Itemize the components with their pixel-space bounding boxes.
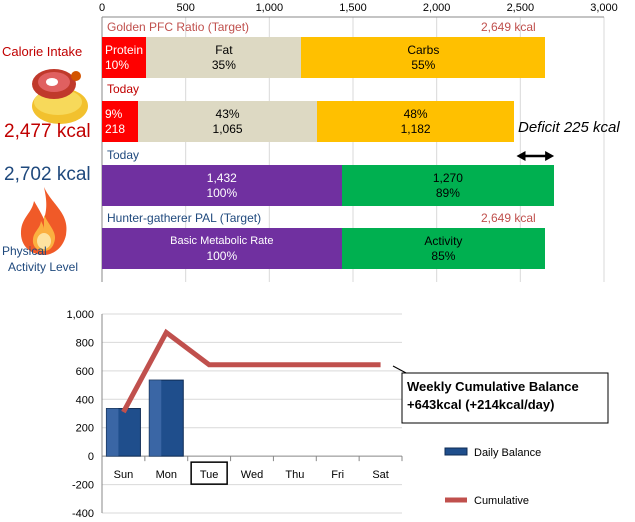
top-tick-label: 1,500 <box>339 2 367 14</box>
segment-text: 100% <box>206 248 238 263</box>
top-tick-label: 0 <box>98 2 106 14</box>
daily-balance-bar <box>148 379 184 457</box>
segment-text: 100% <box>206 185 238 200</box>
annotation-text: +643kcal (+214kcal/day) <box>407 397 554 412</box>
y-tick-label: 1,000 <box>66 309 94 321</box>
segment-text: 55% <box>411 57 436 72</box>
segment-text: 1,065 <box>212 121 243 136</box>
row-label: Hunter-gatherer PAL (Target) <box>107 211 262 225</box>
y-tick-label: -200 <box>72 480 94 492</box>
row-label: Golden PFC Ratio (Target) <box>107 20 250 34</box>
segment-text: 85% <box>431 248 456 263</box>
x-category-label: Tue <box>200 469 219 481</box>
segment-text: Carbs <box>407 42 440 57</box>
legend-label: Daily Balance <box>474 447 541 459</box>
bar-segment: Fat 35% <box>146 37 302 78</box>
bar-segment: 1,432 100% <box>102 165 342 206</box>
segment-text: 1,182 <box>400 121 431 136</box>
bar-segment: 9% 218 <box>102 101 139 142</box>
segment-text: 218 <box>105 121 126 136</box>
segment-text: 35% <box>211 57 236 72</box>
segment-text: 10% <box>105 57 130 72</box>
legend-swatch-bar <box>444 447 468 456</box>
calorie-intake-label: Calorie Intake <box>2 44 83 59</box>
bar-segment: 43% 1,065 <box>138 101 317 142</box>
segment-text: 1,270 <box>432 170 463 185</box>
legend-label: Cumulative <box>474 495 529 507</box>
bar-segment: Carbs 55% <box>301 37 546 78</box>
top-tick-label: 1,000 <box>255 2 284 14</box>
x-category-label: Mon <box>156 469 177 481</box>
segment-text: 89% <box>435 185 460 200</box>
segment-text: 43% <box>215 106 240 121</box>
activity-label-2: Activity Level <box>8 260 79 274</box>
y-tick-label: 200 <box>76 423 94 435</box>
bar-highlight <box>149 380 162 457</box>
row-total-label: 2,649 kcal <box>481 20 536 34</box>
segment-text: Fat <box>215 42 233 57</box>
annotation-box <box>401 372 609 424</box>
food-icon <box>32 69 88 124</box>
annotation-text: Weekly Cumulative Balance <box>407 379 579 394</box>
segment-text: Protein <box>105 42 144 57</box>
weekly-balance-chart: -400 -200 0 200 400 600 800 1,000 Sun Mon Tue Wed Th… <box>66 309 609 520</box>
bar-segment: Protein 10% <box>102 37 147 78</box>
y-tick-label: 0 <box>88 451 94 463</box>
intake-value: 2,477 kcal <box>4 121 91 142</box>
selected-day-box <box>190 461 228 485</box>
activity-label-1: Physical <box>2 244 47 258</box>
top-tick-label: 3,000 <box>590 2 618 14</box>
top-tick-label: 2,500 <box>506 2 535 14</box>
bar-segment: 48% 1,182 <box>316 101 515 142</box>
top-tick-label: 2,000 <box>422 2 451 14</box>
row-label: Today <box>107 82 140 96</box>
y-tick-label: 400 <box>76 394 94 406</box>
cumulative-line <box>121 328 381 414</box>
flame-icon <box>20 187 67 255</box>
bar-segment: Activity 85% <box>341 228 546 269</box>
y-tick-label: -400 <box>72 508 94 520</box>
deficit-arrow <box>516 151 555 161</box>
deficit-label: Deficit 225 kcal <box>518 119 620 136</box>
daily-balance-bar <box>105 408 141 457</box>
segment-text: Activity <box>424 233 463 248</box>
top-tick-label: 500 <box>176 2 195 14</box>
row-label: Today <box>107 148 140 162</box>
bar-segment: Basic Metabolic Rate 100% <box>102 228 342 269</box>
row-total-label: 2,649 kcal <box>481 211 536 225</box>
x-category-label: Thu <box>285 469 304 481</box>
x-category-label: Sat <box>372 469 389 481</box>
bar-segment: 1,270 89% <box>341 165 555 206</box>
burn-value: 2,702 kcal <box>4 164 91 185</box>
segment-text: Basic Metabolic Rate <box>170 234 274 247</box>
segment-text: 48% <box>403 106 428 121</box>
x-category-label: Fri <box>331 469 344 481</box>
x-category-label: Wed <box>241 469 263 481</box>
segment-text: 1,432 <box>206 170 237 185</box>
y-tick-label: 600 <box>76 366 94 378</box>
x-category-label: Sun <box>114 469 134 481</box>
y-tick-label: 800 <box>76 337 94 349</box>
bar-highlight <box>106 408 119 457</box>
segment-text: 9% <box>105 106 123 121</box>
